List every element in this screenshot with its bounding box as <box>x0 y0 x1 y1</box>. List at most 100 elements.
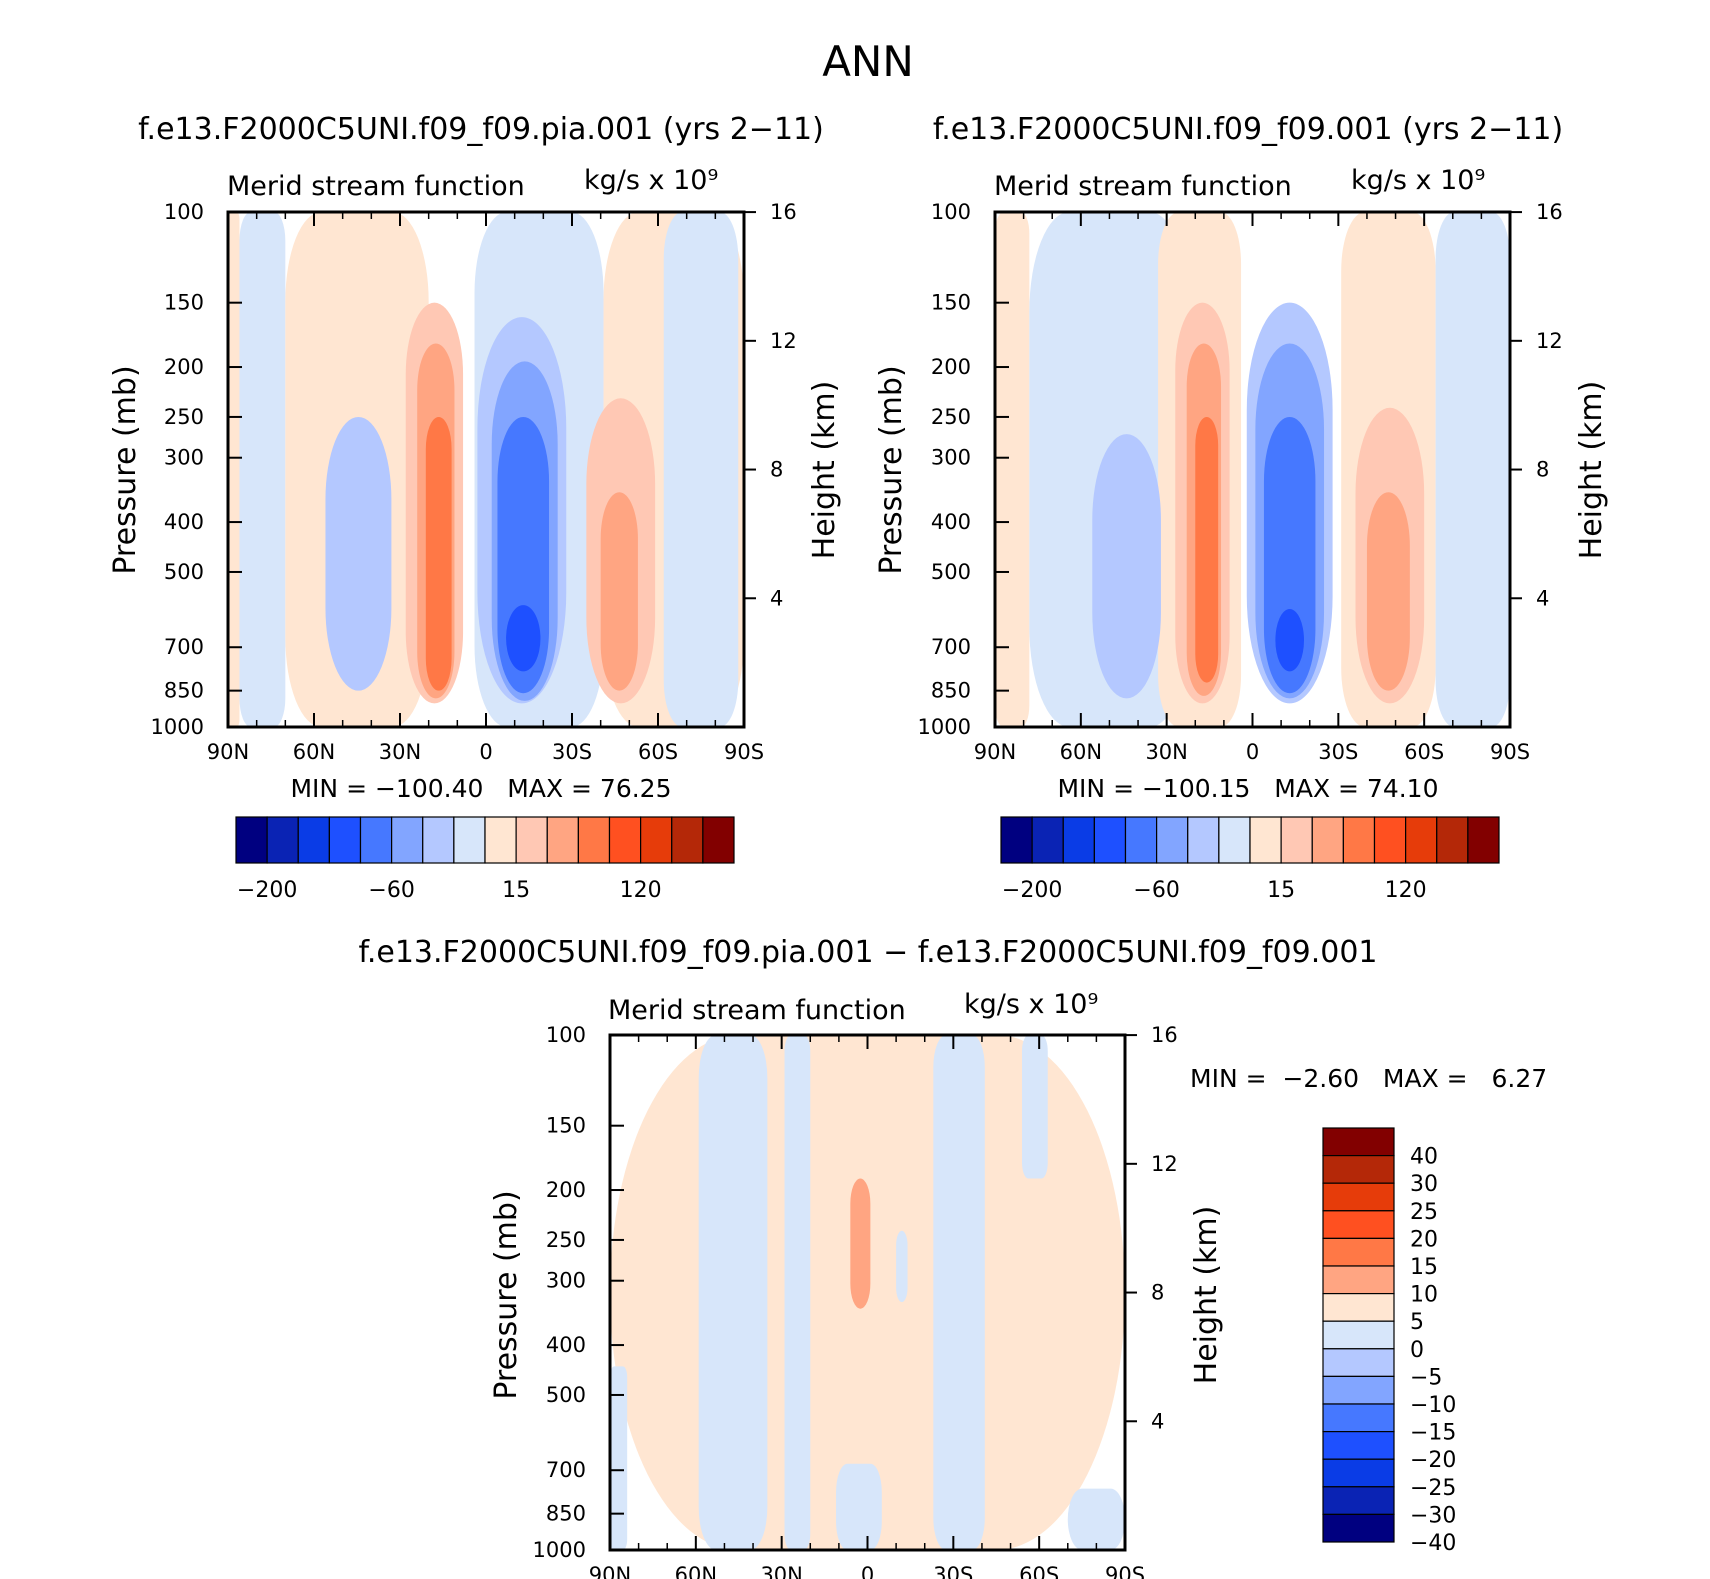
y-right-ticks: 16 12 8 4 <box>1125 1023 1178 1433</box>
y-ticks: 100 150 200 250 300 400 500 700 850 1000 <box>533 1023 624 1562</box>
panel-title: f.e13.F2000C5UNI.f09_f09.001 (yrs 2−11) <box>933 112 1563 147</box>
contour-region <box>1366 492 1410 691</box>
colorbar-box <box>515 816 548 864</box>
panel-difference: f.e13.F2000C5UNI.f09_f09.pia.001 − f.e13… <box>358 935 1547 1579</box>
panel-subtitle: Merid stream function <box>227 171 525 202</box>
colorbar-box <box>1322 1265 1395 1295</box>
contour-region <box>610 1366 628 1550</box>
colorbar-box <box>1322 1154 1395 1184</box>
colorbar-box <box>1322 1292 1395 1322</box>
y-axis-label-right: Height (km) <box>1574 381 1609 560</box>
colorbar-box <box>1062 816 1095 864</box>
y-tick-label: 150 <box>546 1114 586 1138</box>
colorbar-box <box>1322 1458 1395 1488</box>
colorbar-label: 25 <box>1410 1200 1438 1225</box>
y-right-tick-label: 4 <box>1151 1409 1164 1433</box>
colorbar: −200 −60 15 120 <box>235 816 735 903</box>
colorbar-label: 15 <box>1267 878 1295 903</box>
contour-region <box>933 1035 985 1550</box>
colorbar-box <box>1322 1182 1395 1212</box>
x-tick-label: 30N <box>379 740 421 764</box>
x-tick-label: 0 <box>479 740 492 764</box>
plot-cells <box>995 212 1510 727</box>
x-ticks: 90N 60N 30N 0 30S 60S 90S <box>589 1035 1145 1579</box>
colorbar-box <box>671 816 704 864</box>
y-right-tick-label: 8 <box>1536 458 1549 482</box>
colorbar-label: 40 <box>1410 1145 1438 1170</box>
x-tick-label: 60S <box>1019 1563 1059 1579</box>
y-tick-label: 1000 <box>533 1538 586 1562</box>
colorbar-label: −60 <box>368 878 414 903</box>
colorbar-box <box>235 816 268 864</box>
colorbar-box <box>1311 816 1344 864</box>
y-tick-label: 850 <box>164 679 204 703</box>
y-tick-label: 1000 <box>151 715 204 739</box>
panel-title: f.e13.F2000C5UNI.f09_f09.pia.001 − f.e13… <box>358 935 1377 970</box>
y-right-tick-label: 4 <box>1536 586 1549 610</box>
y-tick-label: 100 <box>164 200 204 224</box>
colorbar-box <box>1322 1513 1395 1543</box>
panel-units: kg/s x 10⁹ <box>1351 165 1485 196</box>
y-tick-label: 850 <box>931 679 971 703</box>
y-right-tick-label: 8 <box>770 458 783 482</box>
y-ticks: 100 150 200 250 300 400 500 700 850 1000 <box>918 200 1009 739</box>
x-tick-label: 60S <box>638 740 678 764</box>
contour-region <box>1275 608 1304 672</box>
colorbar-box <box>608 816 642 864</box>
colorbar-label: −20 <box>1410 1448 1456 1473</box>
figure-title: ANN <box>822 37 914 86</box>
colorbar-label: −10 <box>1410 1393 1456 1418</box>
panel-control-run: f.e13.F2000C5UNI.f09_f09.001 (yrs 2−11) … <box>874 112 1609 903</box>
y-tick-label: 300 <box>164 446 204 470</box>
colorbar-box <box>297 816 330 864</box>
colorbar-box <box>1322 1127 1395 1157</box>
colorbar-box <box>1322 1403 1395 1433</box>
colorbar-label: 10 <box>1410 1283 1438 1308</box>
y-tick-label: 200 <box>931 355 971 379</box>
y-tick-label: 850 <box>546 1502 586 1526</box>
colorbar-box <box>266 816 299 864</box>
x-tick-label: 60N <box>293 740 335 764</box>
x-tick-label: 30S <box>1318 740 1358 764</box>
min-max-text: MIN = −100.15 MAX = 74.10 <box>1057 774 1438 803</box>
y-right-tick-label: 16 <box>1536 200 1563 224</box>
y-right-ticks: 16 12 8 4 <box>1510 200 1563 610</box>
min-max-text: MIN = −2.60 MAX = 6.27 <box>1190 1064 1547 1093</box>
y-tick-label: 250 <box>546 1228 586 1252</box>
contour-region <box>995 212 1030 727</box>
y-tick-label: 100 <box>546 1023 586 1047</box>
colorbar-box <box>1187 816 1220 864</box>
x-tick-label: 0 <box>1246 740 1259 764</box>
y-right-tick-label: 4 <box>770 586 783 610</box>
colorbar-box <box>1405 816 1438 864</box>
y-tick-label: 700 <box>164 635 204 659</box>
panel-title: f.e13.F2000C5UNI.f09_f09.pia.001 (yrs 2−… <box>138 112 824 147</box>
y-tick-label: 200 <box>546 1178 586 1202</box>
colorbar-label: 15 <box>502 878 530 903</box>
x-tick-label: 0 <box>861 1563 874 1579</box>
colorbar-box <box>1124 816 1158 864</box>
colorbar-label: −40 <box>1410 1531 1456 1556</box>
y-tick-label: 700 <box>931 635 971 659</box>
colorbar-box <box>702 816 735 864</box>
contour-region <box>698 1035 768 1550</box>
colorbar-box <box>359 816 393 864</box>
panel-subtitle: Merid stream function <box>608 995 906 1026</box>
y-tick-label: 100 <box>931 200 971 224</box>
y-tick-label: 250 <box>931 405 971 429</box>
colorbar-label: −200 <box>237 878 297 903</box>
colorbar-label: 120 <box>1385 878 1427 903</box>
colorbar: −200 −60 15 120 <box>1000 816 1500 903</box>
x-tick-label: 90S <box>1490 740 1530 764</box>
colorbar-box <box>1218 816 1251 864</box>
y-right-tick-label: 12 <box>1536 329 1563 353</box>
y-axis-label: Pressure (mb) <box>874 365 909 574</box>
colorbar-label: −60 <box>1133 878 1179 903</box>
colorbar-box <box>1000 816 1033 864</box>
y-tick-label: 150 <box>931 291 971 315</box>
y-tick-label: 200 <box>164 355 204 379</box>
colorbar-label: 5 <box>1410 1310 1424 1335</box>
contour-region <box>896 1230 908 1303</box>
panel-units: kg/s x 10⁹ <box>584 165 718 196</box>
